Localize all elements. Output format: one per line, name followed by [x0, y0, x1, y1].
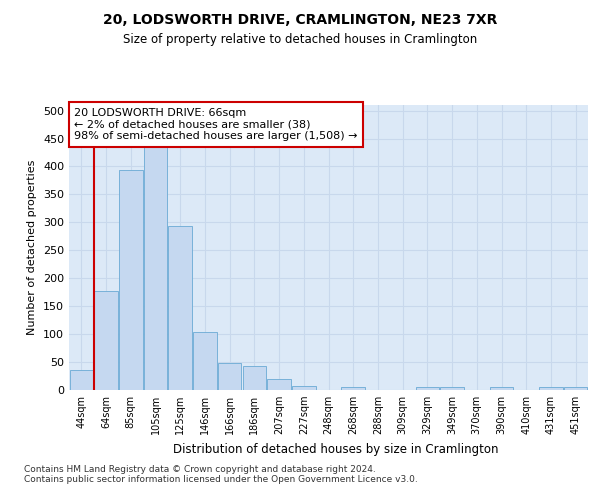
Bar: [292, 386, 316, 390]
Bar: [440, 387, 464, 390]
Bar: [144, 136, 167, 390]
Text: 20, LODSWORTH DRIVE, CRAMLINGTON, NE23 7XR: 20, LODSWORTH DRIVE, CRAMLINGTON, NE23 7…: [103, 12, 497, 26]
Bar: [169, 226, 192, 390]
Bar: [416, 387, 439, 390]
Text: 20 LODSWORTH DRIVE: 66sqm
← 2% of detached houses are smaller (38)
98% of semi-d: 20 LODSWORTH DRIVE: 66sqm ← 2% of detach…: [74, 108, 358, 141]
Bar: [94, 290, 118, 390]
Bar: [268, 379, 291, 390]
Bar: [70, 370, 93, 390]
Bar: [193, 332, 217, 390]
Text: Distribution of detached houses by size in Cramlington: Distribution of detached houses by size …: [173, 442, 499, 456]
Bar: [218, 363, 241, 390]
Text: Contains HM Land Registry data © Crown copyright and database right 2024.
Contai: Contains HM Land Registry data © Crown c…: [24, 465, 418, 484]
Bar: [242, 366, 266, 390]
Bar: [490, 387, 513, 390]
Y-axis label: Number of detached properties: Number of detached properties: [28, 160, 37, 335]
Bar: [564, 387, 587, 390]
Bar: [539, 387, 563, 390]
Bar: [341, 387, 365, 390]
Bar: [119, 170, 143, 390]
Text: Size of property relative to detached houses in Cramlington: Size of property relative to detached ho…: [123, 32, 477, 46]
